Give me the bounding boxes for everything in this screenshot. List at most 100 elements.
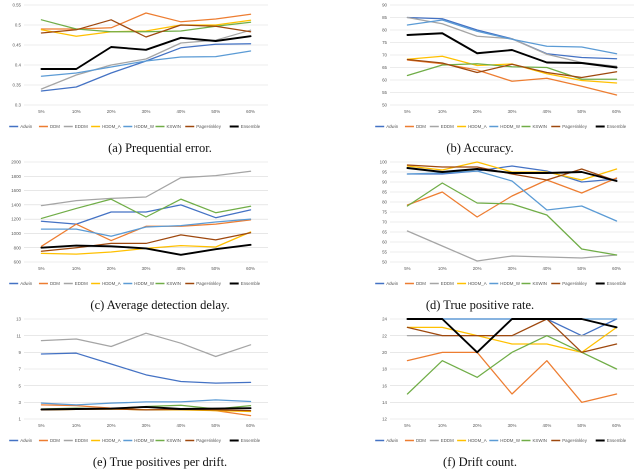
y-tick-label: 1400 [11, 202, 21, 207]
series-line-ensemble [406, 167, 618, 182]
legend: Adwin DDM EDDM HDDM_A HDDM_W KSWIN PageHinkley… [375, 438, 627, 443]
legend-label-hddm_w: HDDM_W [134, 438, 155, 443]
legend-label-eddm: EDDM [75, 281, 88, 286]
y-tick-label: 50 [382, 103, 387, 108]
caption-a: (a) Prequential error. [108, 141, 212, 155]
y-tick-label: 85 [382, 190, 387, 195]
panel-prequential-error: 0.3 0.35 0.4 0.45 0.5 0.55 5% 10% 20% 30% 40% 50% 60… [0, 0, 320, 157]
x-axis-labels: 5% 10% 20% 30% 40% 50% 60% [404, 266, 621, 271]
x-tick-label: 40% [176, 423, 185, 428]
series-line-hddm_w [40, 50, 252, 77]
legend-label-hddm_w: HDDM_W [134, 281, 155, 286]
x-tick-label: 30% [508, 109, 517, 114]
y-tick-label: 11 [16, 333, 21, 338]
y-tick-label: 1600 [11, 188, 21, 193]
y-tick-label: 24 [382, 317, 387, 322]
legend-label-ddm: DDM [50, 438, 60, 443]
x-tick-label: 60% [612, 109, 621, 114]
caption-c: (c) Average detection delay. [90, 298, 230, 312]
caption-d: (d) True positive rate. [425, 298, 535, 312]
series-line-ddm [40, 219, 252, 247]
caption-f: (f) Drift count. [443, 455, 517, 469]
y-tick-label: 22 [382, 333, 387, 338]
y-tick-label: 95 [382, 170, 387, 175]
legend-label-pagehinkley: PageHinkley [562, 281, 587, 286]
x-tick-label: 50% [577, 423, 586, 428]
x-tick-label: 5% [38, 266, 44, 271]
legend-label-ensemble: Ensemble [607, 124, 627, 129]
legend-label-adwin: Adwin [20, 124, 33, 129]
chart-true-positive-rate: 50 55 60 65 70 75 80 85 90 95 100 5% 10% 20% 30% 40% 50%… [375, 160, 634, 286]
legend-label-ddm: DDM [416, 438, 426, 443]
x-tick-label: 60% [612, 423, 621, 428]
y-tick-label: 85 [382, 15, 387, 20]
legend-label-ddm: DDM [50, 281, 60, 286]
x-tick-label: 5% [38, 109, 44, 114]
legend-label-ddm: DDM [416, 124, 426, 129]
x-tick-label: 60% [246, 266, 255, 271]
x-tick-label: 20% [473, 423, 482, 428]
panel-true-positive-rate: 50 55 60 65 70 75 80 85 90 95 100 5% 10% 20% 30% 40% 50%… [320, 157, 640, 314]
x-tick-label: 5% [404, 423, 410, 428]
gridlines [24, 161, 268, 263]
x-tick-label: 40% [176, 109, 185, 114]
y-tick-label: 600 [14, 260, 22, 265]
legend-label-hddm_a: HDDM_A [468, 281, 487, 286]
gridlines [390, 318, 634, 420]
legend-label-kswin: KSWIN [167, 124, 181, 129]
legend-label-ddm: DDM [50, 124, 60, 129]
x-tick-label: 30% [142, 423, 151, 428]
series-line-eddm [40, 29, 252, 90]
legend-label-ensemble: Ensemble [607, 438, 627, 443]
x-tick-label: 10% [438, 109, 447, 114]
legend: Adwin DDM EDDM HDDM_A HDDM_W KSWIN PageHinkley… [9, 124, 261, 129]
legend-label-kswin: KSWIN [167, 438, 181, 443]
y-tick-label: 2000 [11, 160, 21, 165]
legend-label-hddm_a: HDDM_A [468, 438, 487, 443]
panel-accuracy: 50 55 60 65 70 75 80 85 90 5% 10% 20% 30% 40% 50% 60% Ad… [320, 0, 640, 157]
x-tick-label: 20% [107, 266, 116, 271]
y-tick-label: 7 [19, 367, 22, 372]
y-tick-label: 65 [382, 65, 387, 70]
y-tick-label: 1000 [11, 231, 21, 236]
series-line-adwin [40, 43, 252, 92]
y-tick-label: 55 [382, 250, 387, 255]
series-line-hddm_a [406, 326, 618, 353]
series-line-kswin [406, 63, 618, 80]
legend-label-hddm_w: HDDM_W [134, 124, 155, 129]
legend-label-hddm_w: HDDM_W [500, 124, 521, 129]
x-tick-label: 50% [211, 266, 220, 271]
legend-label-eddm: EDDM [75, 124, 88, 129]
x-tick-label: 40% [542, 266, 551, 271]
x-tick-label: 40% [542, 423, 551, 428]
y-tick-label: 90 [382, 3, 387, 8]
series-line-adwin [406, 165, 618, 183]
legend-label-pagehinkley: PageHinkley [196, 281, 221, 286]
y-tick-label: 65 [382, 230, 387, 235]
series-line-eddm [40, 170, 252, 207]
series-line-ensemble [406, 32, 618, 69]
x-tick-label: 5% [404, 109, 410, 114]
x-tick-label: 50% [211, 109, 220, 114]
series-line-ddm [406, 177, 618, 218]
series-line-adwin [40, 352, 252, 384]
legend: Adwin DDM EDDM HDDM_A HDDM_W KSWIN PageHinkley… [375, 281, 627, 286]
x-tick-label: 40% [176, 266, 185, 271]
caption-b: (b) Accuracy. [446, 141, 514, 155]
panel-drift-count: 12 14 16 18 20 22 24 5% 10% 20% 30% 40% 50% 60% Adwin D… [320, 314, 640, 471]
x-tick-label: 60% [246, 423, 255, 428]
legend-label-adwin: Adwin [20, 438, 33, 443]
chart-prequential-error: 0.3 0.35 0.4 0.45 0.5 0.55 5% 10% 20% 30% 40% 50% 60… [9, 3, 268, 129]
gridlines [24, 4, 268, 106]
x-tick-label: 30% [508, 423, 517, 428]
x-tick-label: 20% [473, 266, 482, 271]
series-line-ensemble [40, 405, 252, 411]
x-axis-labels: 5% 10% 20% 30% 40% 50% 60% [404, 109, 621, 114]
y-tick-label: 3 [19, 400, 22, 405]
legend-label-adwin: Adwin [386, 438, 399, 443]
caption-e: (e) True positives per drift. [92, 455, 228, 469]
x-tick-label: 20% [473, 109, 482, 114]
x-tick-label: 10% [72, 109, 81, 114]
